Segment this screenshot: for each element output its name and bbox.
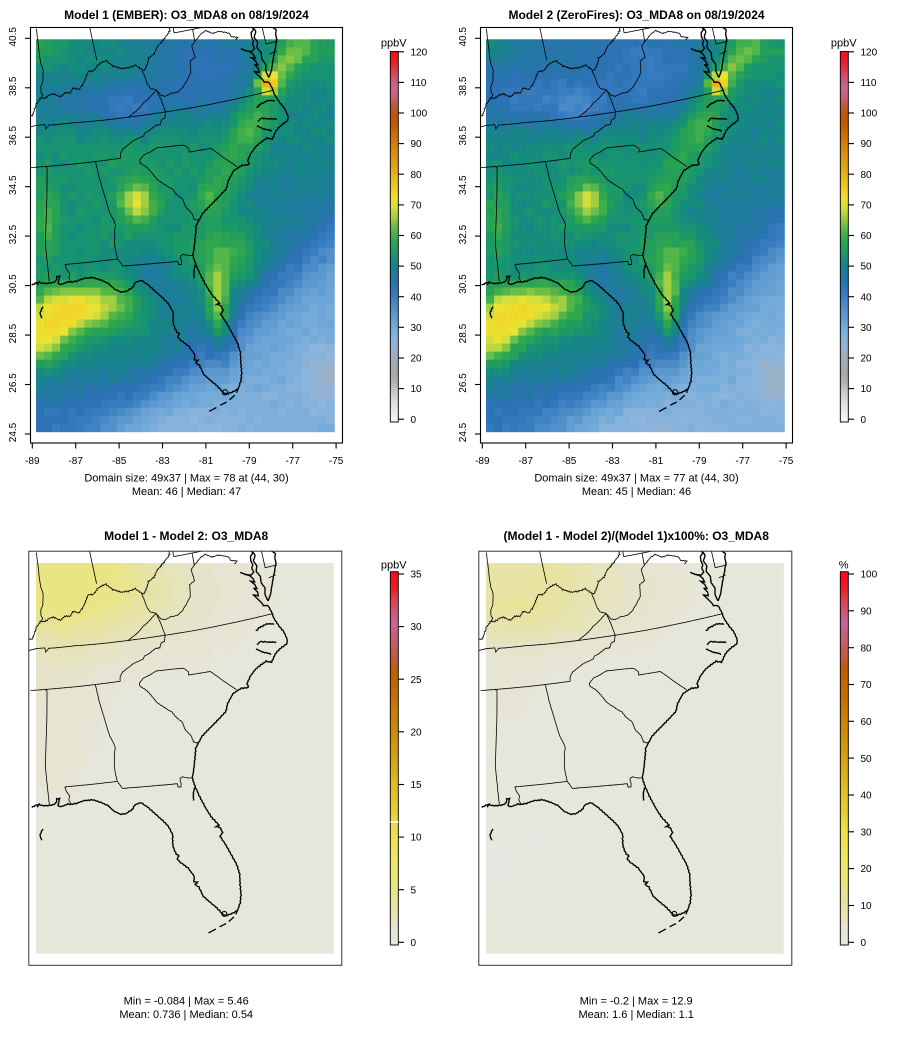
- svg-text:Min = -0.084 | Max = 5.46: Min = -0.084 | Max = 5.46: [124, 996, 249, 1008]
- svg-text:40: 40: [411, 292, 423, 303]
- svg-text:0: 0: [411, 938, 417, 949]
- svg-text:38.5: 38.5: [8, 76, 19, 96]
- svg-text:-87: -87: [518, 456, 533, 467]
- svg-text:80: 80: [861, 643, 873, 654]
- svg-text:30: 30: [411, 622, 423, 633]
- svg-text:0: 0: [861, 938, 867, 949]
- svg-text:-89: -89: [25, 456, 40, 467]
- svg-text:100: 100: [861, 109, 878, 120]
- svg-text:80: 80: [861, 170, 873, 181]
- svg-text:36.5: 36.5: [458, 126, 469, 146]
- svg-text:24.5: 24.5: [8, 422, 19, 442]
- svg-text:-85: -85: [112, 456, 127, 467]
- svg-text:110: 110: [861, 78, 877, 89]
- svg-text:5: 5: [411, 885, 417, 896]
- svg-text:70: 70: [411, 201, 423, 212]
- svg-text:90: 90: [411, 139, 423, 150]
- svg-text:-75: -75: [329, 456, 344, 467]
- svg-text:15: 15: [411, 780, 423, 791]
- svg-text:Mean: 46 | Median: 47: Mean: 46 | Median: 47: [132, 486, 241, 498]
- svg-text:-79: -79: [242, 456, 257, 467]
- svg-text:Model 1 (EMBER): O3_MDA8 on 08: Model 1 (EMBER): O3_MDA8 on 08/19/2024: [64, 8, 309, 22]
- svg-text:50: 50: [861, 754, 873, 765]
- svg-text:0: 0: [861, 415, 867, 426]
- svg-text:26.5: 26.5: [458, 373, 469, 393]
- svg-text:30: 30: [411, 323, 423, 334]
- svg-text:(Model 1 - Model 2)/(Model 1)x: (Model 1 - Model 2)/(Model 1)x100%: O3_M…: [504, 529, 770, 543]
- svg-text:70: 70: [861, 680, 873, 691]
- svg-text:Domain size: 49x37 | Max = 77: Domain size: 49x37 | Max = 77 at (44, 30…: [534, 473, 738, 485]
- svg-text:10: 10: [411, 384, 423, 395]
- svg-text:28.5: 28.5: [8, 323, 19, 343]
- svg-text:50: 50: [861, 262, 873, 273]
- svg-text:Domain size: 49x37 | Max = 78: Domain size: 49x37 | Max = 78 at (44, 30…: [84, 473, 288, 485]
- svg-text:36.5: 36.5: [8, 126, 19, 146]
- svg-text:-81: -81: [649, 456, 664, 467]
- svg-text:32.5: 32.5: [458, 224, 469, 244]
- svg-text:35: 35: [411, 570, 423, 581]
- svg-text:120: 120: [411, 47, 428, 58]
- svg-text:60: 60: [861, 231, 873, 242]
- svg-text:34.5: 34.5: [8, 175, 19, 195]
- svg-text:ppbV: ppbV: [831, 38, 857, 50]
- svg-text:ppbV: ppbV: [381, 38, 407, 50]
- svg-text:38.5: 38.5: [458, 76, 469, 96]
- svg-text:100: 100: [411, 109, 428, 120]
- svg-text:Model 2 (ZeroFires): O3_MDA8 o: Model 2 (ZeroFires): O3_MDA8 on 08/19/20…: [508, 8, 764, 22]
- svg-text:0: 0: [411, 415, 417, 426]
- svg-text:60: 60: [861, 717, 873, 728]
- svg-text:50: 50: [411, 262, 423, 273]
- svg-text:30.5: 30.5: [458, 274, 469, 294]
- svg-text:25: 25: [411, 675, 423, 686]
- svg-text:40.5: 40.5: [458, 27, 469, 47]
- svg-text:%: %: [839, 560, 849, 572]
- svg-text:24.5: 24.5: [458, 422, 469, 442]
- svg-text:90: 90: [861, 139, 873, 150]
- svg-text:34.5: 34.5: [458, 175, 469, 195]
- svg-text:100: 100: [861, 570, 878, 581]
- svg-text:-87: -87: [68, 456, 83, 467]
- svg-text:20: 20: [411, 727, 423, 738]
- svg-text:30: 30: [861, 323, 873, 334]
- svg-text:20: 20: [861, 864, 873, 875]
- svg-text:-77: -77: [735, 456, 750, 467]
- svg-text:120: 120: [861, 47, 878, 58]
- svg-text:10: 10: [411, 833, 423, 844]
- svg-text:-79: -79: [692, 456, 707, 467]
- svg-text:30: 30: [861, 827, 873, 838]
- svg-text:30.5: 30.5: [8, 274, 19, 294]
- svg-text:-83: -83: [605, 456, 620, 467]
- svg-text:Mean: 45 | Median: 46: Mean: 45 | Median: 46: [582, 486, 691, 498]
- svg-text:10: 10: [861, 901, 873, 912]
- svg-text:10: 10: [861, 384, 873, 395]
- svg-text:20: 20: [411, 354, 423, 365]
- svg-text:26.5: 26.5: [8, 373, 19, 393]
- svg-text:ppbV: ppbV: [381, 560, 407, 572]
- svg-text:Model 1 - Model 2: O3_MDA8: Model 1 - Model 2: O3_MDA8: [104, 529, 268, 543]
- svg-text:-83: -83: [155, 456, 170, 467]
- svg-text:40: 40: [861, 292, 873, 303]
- svg-text:70: 70: [861, 201, 873, 212]
- svg-text:32.5: 32.5: [8, 224, 19, 244]
- svg-text:60: 60: [411, 231, 423, 242]
- svg-text:Mean: 0.736 | Median: 0.54: Mean: 0.736 | Median: 0.54: [119, 1009, 253, 1021]
- svg-text:Min = -0.2 | Max = 12.9: Min = -0.2 | Max = 12.9: [580, 996, 693, 1008]
- svg-text:20: 20: [861, 354, 873, 365]
- svg-text:110: 110: [411, 78, 427, 89]
- svg-text:28.5: 28.5: [458, 323, 469, 343]
- svg-text:-85: -85: [562, 456, 577, 467]
- svg-text:Mean: 1.6 | Median: 1.1: Mean: 1.6 | Median: 1.1: [579, 1009, 694, 1021]
- svg-text:40: 40: [861, 791, 873, 802]
- svg-text:90: 90: [861, 606, 873, 617]
- svg-text:-89: -89: [475, 456, 490, 467]
- svg-text:-75: -75: [779, 456, 794, 467]
- svg-text:80: 80: [411, 170, 423, 181]
- svg-text:-81: -81: [199, 456, 214, 467]
- svg-text:40.5: 40.5: [8, 27, 19, 47]
- svg-text:-77: -77: [285, 456, 300, 467]
